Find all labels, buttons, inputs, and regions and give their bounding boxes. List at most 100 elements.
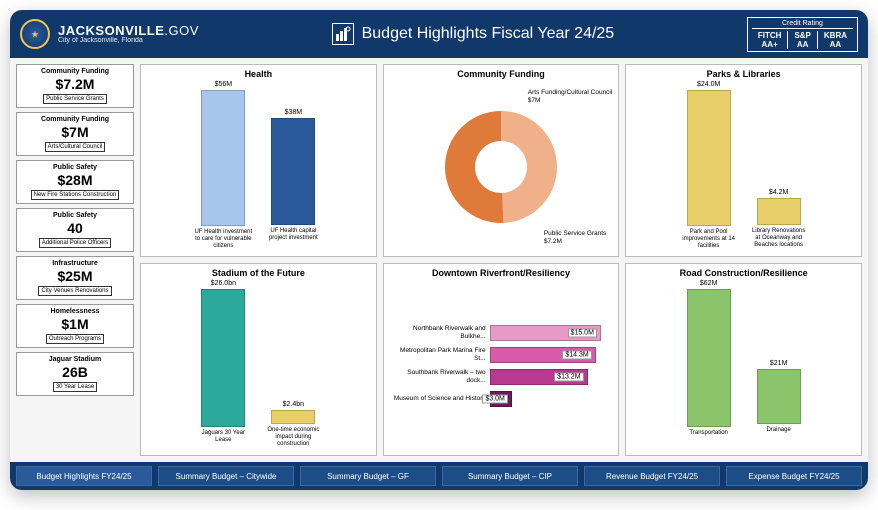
bar-wrap: $24.0MPark and Pool improvements at 14 f… [679,81,739,250]
footer-tab[interactable]: Summary Budget – Citywide [158,466,294,486]
hbar-row: Northbank Riverwalk and Bulkhe... $15.0M [394,325,609,341]
hbar-value: $3.0M [482,394,507,403]
metric-value: $25M [21,268,129,284]
panel-title: Health [145,69,372,79]
metric-title: Infrastructure [21,260,129,267]
metric-sub: City Venues Renovations [38,286,111,296]
hbar-label: Southbank Riverwalk – two dock... [394,369,486,383]
bar [687,90,731,226]
hbar-track: $15.0M [490,325,609,341]
footer-tab[interactable]: Budget Highlights FY24/25 [16,466,152,486]
dashboard-body: Community Funding $7.2M Public Service Gra… [10,58,868,462]
metric-sub: Public Service Grants [43,94,107,104]
hbar-label: Northbank Riverwalk and Bulkhe... [394,325,486,339]
stadium-bar-chart: $26.0bnJaguars 30 Year Lease$2.4bnOne-ti… [145,280,372,451]
metric-title: Homelessness [21,308,129,315]
metric-title: Public Safety [21,164,129,171]
metric-title: Public Safety [21,212,129,219]
bar-value: $4.2M [769,189,788,196]
bar-label: UF Health capital project investment [263,228,323,250]
brand-gov: .GOV [164,23,199,38]
panel-community: Community Funding Arts Funding/Cultural … [383,64,620,257]
title-wrap: Budget Highlights Fiscal Year 24/25 [199,23,747,45]
hbar-track: $13.2M [490,369,609,385]
bar-wrap: $56M UF Health investment to care for vul… [193,81,253,250]
hbar-row: Southbank Riverwalk – two dock... $13.2M [394,369,609,385]
page-title: Budget Highlights Fiscal Year 24/25 [362,25,615,43]
hbar-row: Metropolitan Park Marina Fire St...$14.3… [394,347,609,363]
hbar-value: $14.3M [562,350,591,359]
credit-rating: AA [794,40,810,49]
bar-label: Park and Pool improvements at 14 facilit… [679,229,739,250]
bar-wrap: $26.0bnJaguars 30 Year Lease [193,280,253,449]
panel-title: Road Construction/Resilience [630,268,857,278]
bar-label: One-time economic impact during construc… [263,427,323,449]
bar-value: $38M [285,109,303,116]
bar-wrap: $2.4bnOne-time economic impact during co… [263,280,323,449]
footer-tab[interactable]: Summary Budget – GF [300,466,436,486]
panel-title: Downtown Riverfront/Resiliency [388,268,615,278]
metric-card: Community Funding$7MArts/Cultural Counci… [16,112,134,156]
metric-sub: Outreach Programs [46,334,104,344]
footer-tab[interactable]: Summary Budget – CIP [442,466,578,486]
hbar: $14.3M [490,347,596,363]
bar-wrap: $62MTransportation [679,280,739,449]
hbar: $13.2M [490,369,588,385]
panel-health: Health $56M UF Health investment to care … [140,64,377,257]
donut-slice [445,111,503,223]
metric-sub: Arts/Cultural Council [45,142,106,152]
bar [687,289,731,427]
bar-value: $62M [700,280,718,287]
riverfront-hbar-chart: Northbank Riverwalk and Bulkhe... $15.0M M… [388,280,615,451]
bar-label: Drainage [766,427,790,449]
hbar-label: Museum of Science and History [394,395,486,402]
panel-parks: Parks & Libraries $24.0MPark and Pool im… [625,64,862,257]
panel-title: Community Funding [388,69,615,79]
metric-value: $1M [21,316,129,332]
bar-value: $26.0bn [211,280,236,287]
hbar-row: Museum of Science and History$3.0M [394,391,609,407]
credit-rating: AA+ [758,40,782,49]
panel-title: Parks & Libraries [630,69,857,79]
bar [201,289,245,427]
metric-card: Infrastructure$25M City Venues Renovation… [16,256,134,300]
metrics-sidebar: Community Funding $7.2M Public Service Gra… [16,64,134,456]
header-bar: ★ JACKSONVILLE.GOV City of Jacksonville,… [10,10,868,58]
bar [757,369,801,424]
metric-value: $7.2M [21,76,129,92]
credit-agency: KBRA [824,31,847,40]
metric-value: $28M [21,172,129,188]
bar-value: $21M [770,360,788,367]
parks-bar-chart: $24.0MPark and Pool improvements at 14 f… [630,81,857,252]
donut-label: Arts Funding/Cultural Council$7M [528,89,613,105]
hbar-value: $13.2M [554,372,583,381]
credit-agency: S&P [794,31,810,40]
hbar-track: $3.0M [490,391,609,407]
credit-cell: KBRAAA [817,31,853,49]
budget-icon [332,23,354,45]
hbar-value: $15.0M [568,328,597,337]
metric-sub: Additional Police Officers [39,238,112,248]
metric-title: Community Funding [21,116,129,123]
hbar: $15.0M [490,325,601,341]
metric-card: Community Funding$7.2MPublic Service Gra… [16,64,134,108]
panel-title: Stadium of the Future [145,268,372,278]
credit-cell: FITCHAA+ [752,31,788,49]
brand-subtitle: City of Jacksonville, Florida [58,37,199,44]
chart-grid: Health $56M UF Health investment to care … [140,64,862,456]
bar-label: UF Health investment to care for vulnera… [193,229,253,250]
hbar: $3.0M [490,391,512,407]
hbar-track: $14.3M [490,347,609,363]
footer-tab[interactable]: Revenue Budget FY24/25 [584,466,720,486]
bar-wrap: $21M Drainage [749,280,809,449]
city-seal-icon: ★ [20,19,50,49]
bar [201,90,245,226]
metric-card: Homelessness$1M Outreach Programs [16,304,134,348]
credit-cell: S&PAA [787,31,816,49]
bar-wrap: $38M UF Health capital project investment [263,81,323,250]
bar-value: $56M [215,81,233,88]
footer-tab[interactable]: Expense Budget FY24/25 [726,466,862,486]
road-bar-chart: $62MTransportation $21M Drainage [630,280,857,451]
bar [271,410,315,424]
bar-label: Library Renovations at Oceanway and Beac… [749,228,809,250]
